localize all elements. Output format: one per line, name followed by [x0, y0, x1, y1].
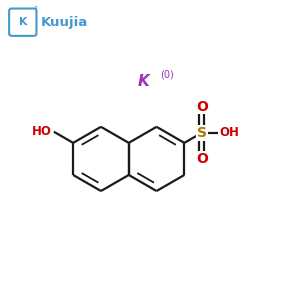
Text: O: O	[196, 100, 208, 114]
Text: (0): (0)	[160, 69, 174, 79]
Text: O: O	[196, 152, 208, 166]
Text: °: °	[33, 6, 37, 15]
Text: K: K	[19, 17, 27, 27]
Text: OH: OH	[219, 126, 239, 139]
Text: S: S	[197, 126, 207, 140]
Text: K: K	[138, 74, 150, 89]
Text: HO: HO	[32, 125, 52, 138]
Text: Kuujia: Kuujia	[41, 16, 88, 29]
